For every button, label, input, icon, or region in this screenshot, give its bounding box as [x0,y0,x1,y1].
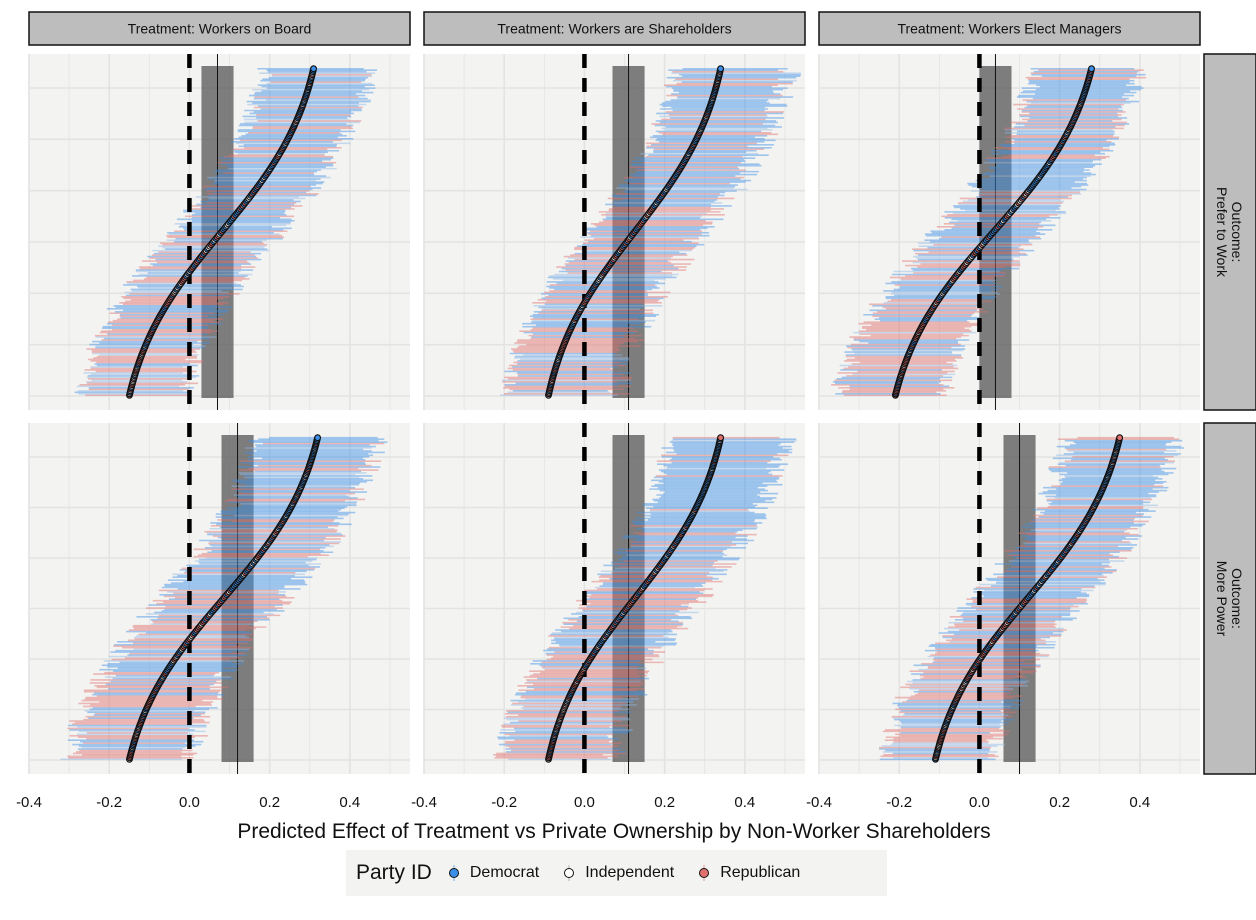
x-tick-label: -0.4 [16,794,42,811]
estimate-points [932,434,1124,763]
legend-label-democrat: Democrat [469,864,540,881]
x-tick-label: 0.4 [1129,794,1150,811]
column-strip: Treatment: Workers are Shareholders [423,11,806,46]
legend-key-democrat [446,865,462,881]
ci-segments [879,436,1185,761]
panel [423,54,805,410]
estimate-points [891,65,1095,399]
legend-title: Party ID [356,861,432,884]
x-axis-title: Predicted Effect of Treatment vs Private… [237,820,990,843]
column-strip-label: Treatment: Workers on Board [128,21,312,37]
ci-segments [493,436,797,761]
x-tick-label: -0.2 [491,794,517,811]
panel [818,423,1200,774]
x-tick-label: 0.2 [654,794,675,811]
x-tick-label: 0.4 [339,794,360,811]
ci-segments [500,67,801,397]
panel [818,54,1200,410]
panel [28,54,410,410]
x-tick-label: 0.0 [969,794,990,811]
row-strip: Outcome:More Power [1203,422,1256,775]
legend-key-republican [696,865,712,881]
legend-item-republican: Republican [696,864,800,882]
x-tick-label: 0.4 [734,794,755,811]
estimate-points [125,65,318,399]
legend-label-republican: Republican [720,864,801,881]
x-tick-label: 0.0 [179,794,200,811]
legend: Party ID Democrat Independent Republican [346,850,887,896]
estimate-points [125,434,322,763]
column-strip-label: Treatment: Workers are Shareholders [497,21,731,37]
legend-label-independent: Independent [585,864,675,881]
x-tick-label: -0.2 [96,794,122,811]
x-tick-label: 0.2 [259,794,280,811]
x-tick-label: -0.2 [886,794,912,811]
estimate-point-democrat [310,65,318,73]
x-tick-label: 0.0 [574,794,595,811]
legend-item-independent: Independent [561,864,674,882]
legend-key-independent [561,865,577,881]
estimate-points [545,434,725,763]
estimate-point-democrat [314,434,322,442]
estimate-point-democrat [1088,65,1095,73]
estimate-points [545,65,725,399]
row-strip-label: Outcome:Prefer to Work [1214,187,1245,278]
row-strip-label: Outcome:More Power [1214,561,1245,637]
column-strip-label: Treatment: Workers Elect Managers [897,21,1121,37]
x-tick-label: -0.4 [411,794,437,811]
panel [28,423,410,774]
estimate-point-democrat [717,65,725,73]
x-tick-label: 0.2 [1049,794,1070,811]
row-strip: Outcome:Prefer to Work [1203,53,1256,411]
estimate-point-republican [1116,434,1124,442]
estimate-point-republican [717,434,725,442]
legend-item-democrat: Democrat [446,864,539,882]
column-strip: Treatment: Workers Elect Managers [818,11,1201,46]
column-strip: Treatment: Workers on Board [28,11,411,46]
panel [423,423,805,774]
x-tick-label: -0.4 [806,794,832,811]
